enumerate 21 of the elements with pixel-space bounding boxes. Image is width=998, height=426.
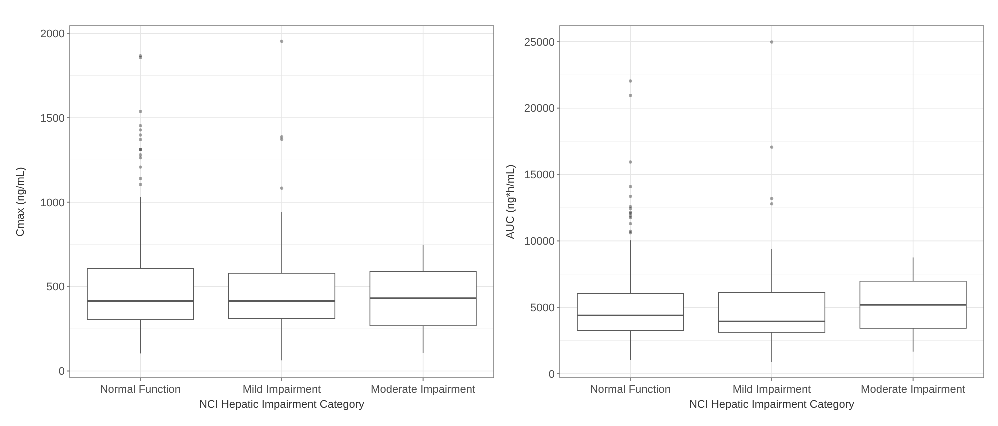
y-tick-label: 0 xyxy=(548,368,555,381)
x-tick-label: Mild Impairment xyxy=(242,384,322,396)
x-tick-label: Normal Function xyxy=(100,384,182,396)
x-tick-label: Mild Impairment xyxy=(732,384,812,396)
y-tick-label: 1500 xyxy=(40,112,65,125)
x-tick-label: Moderate Impairment xyxy=(861,384,966,396)
y-tick-label: 1000 xyxy=(40,197,65,210)
y-tick-label: 15000 xyxy=(524,170,555,182)
y-tick-label: 500 xyxy=(46,282,65,294)
y-axis-title: AUC (ng*h/mL) xyxy=(505,164,517,240)
y-axis-title: Cmax (ng/mL) xyxy=(15,167,27,237)
x-axis-title: NCI Hepatic Impairment Category xyxy=(689,399,856,411)
y-tick-label: 2000 xyxy=(40,28,65,40)
y-tick-label: 10000 xyxy=(524,236,555,248)
y-tick-label: 0 xyxy=(58,366,65,378)
x-tick-label: Normal Function xyxy=(590,384,672,396)
y-tick-label: 25000 xyxy=(524,36,555,49)
x-axis-title: NCI Hepatic Impairment Category xyxy=(199,399,366,411)
x-tick-label: Moderate Impairment xyxy=(371,384,476,396)
y-tick-label: 20000 xyxy=(524,103,555,116)
y-tick-label: 5000 xyxy=(530,302,555,314)
